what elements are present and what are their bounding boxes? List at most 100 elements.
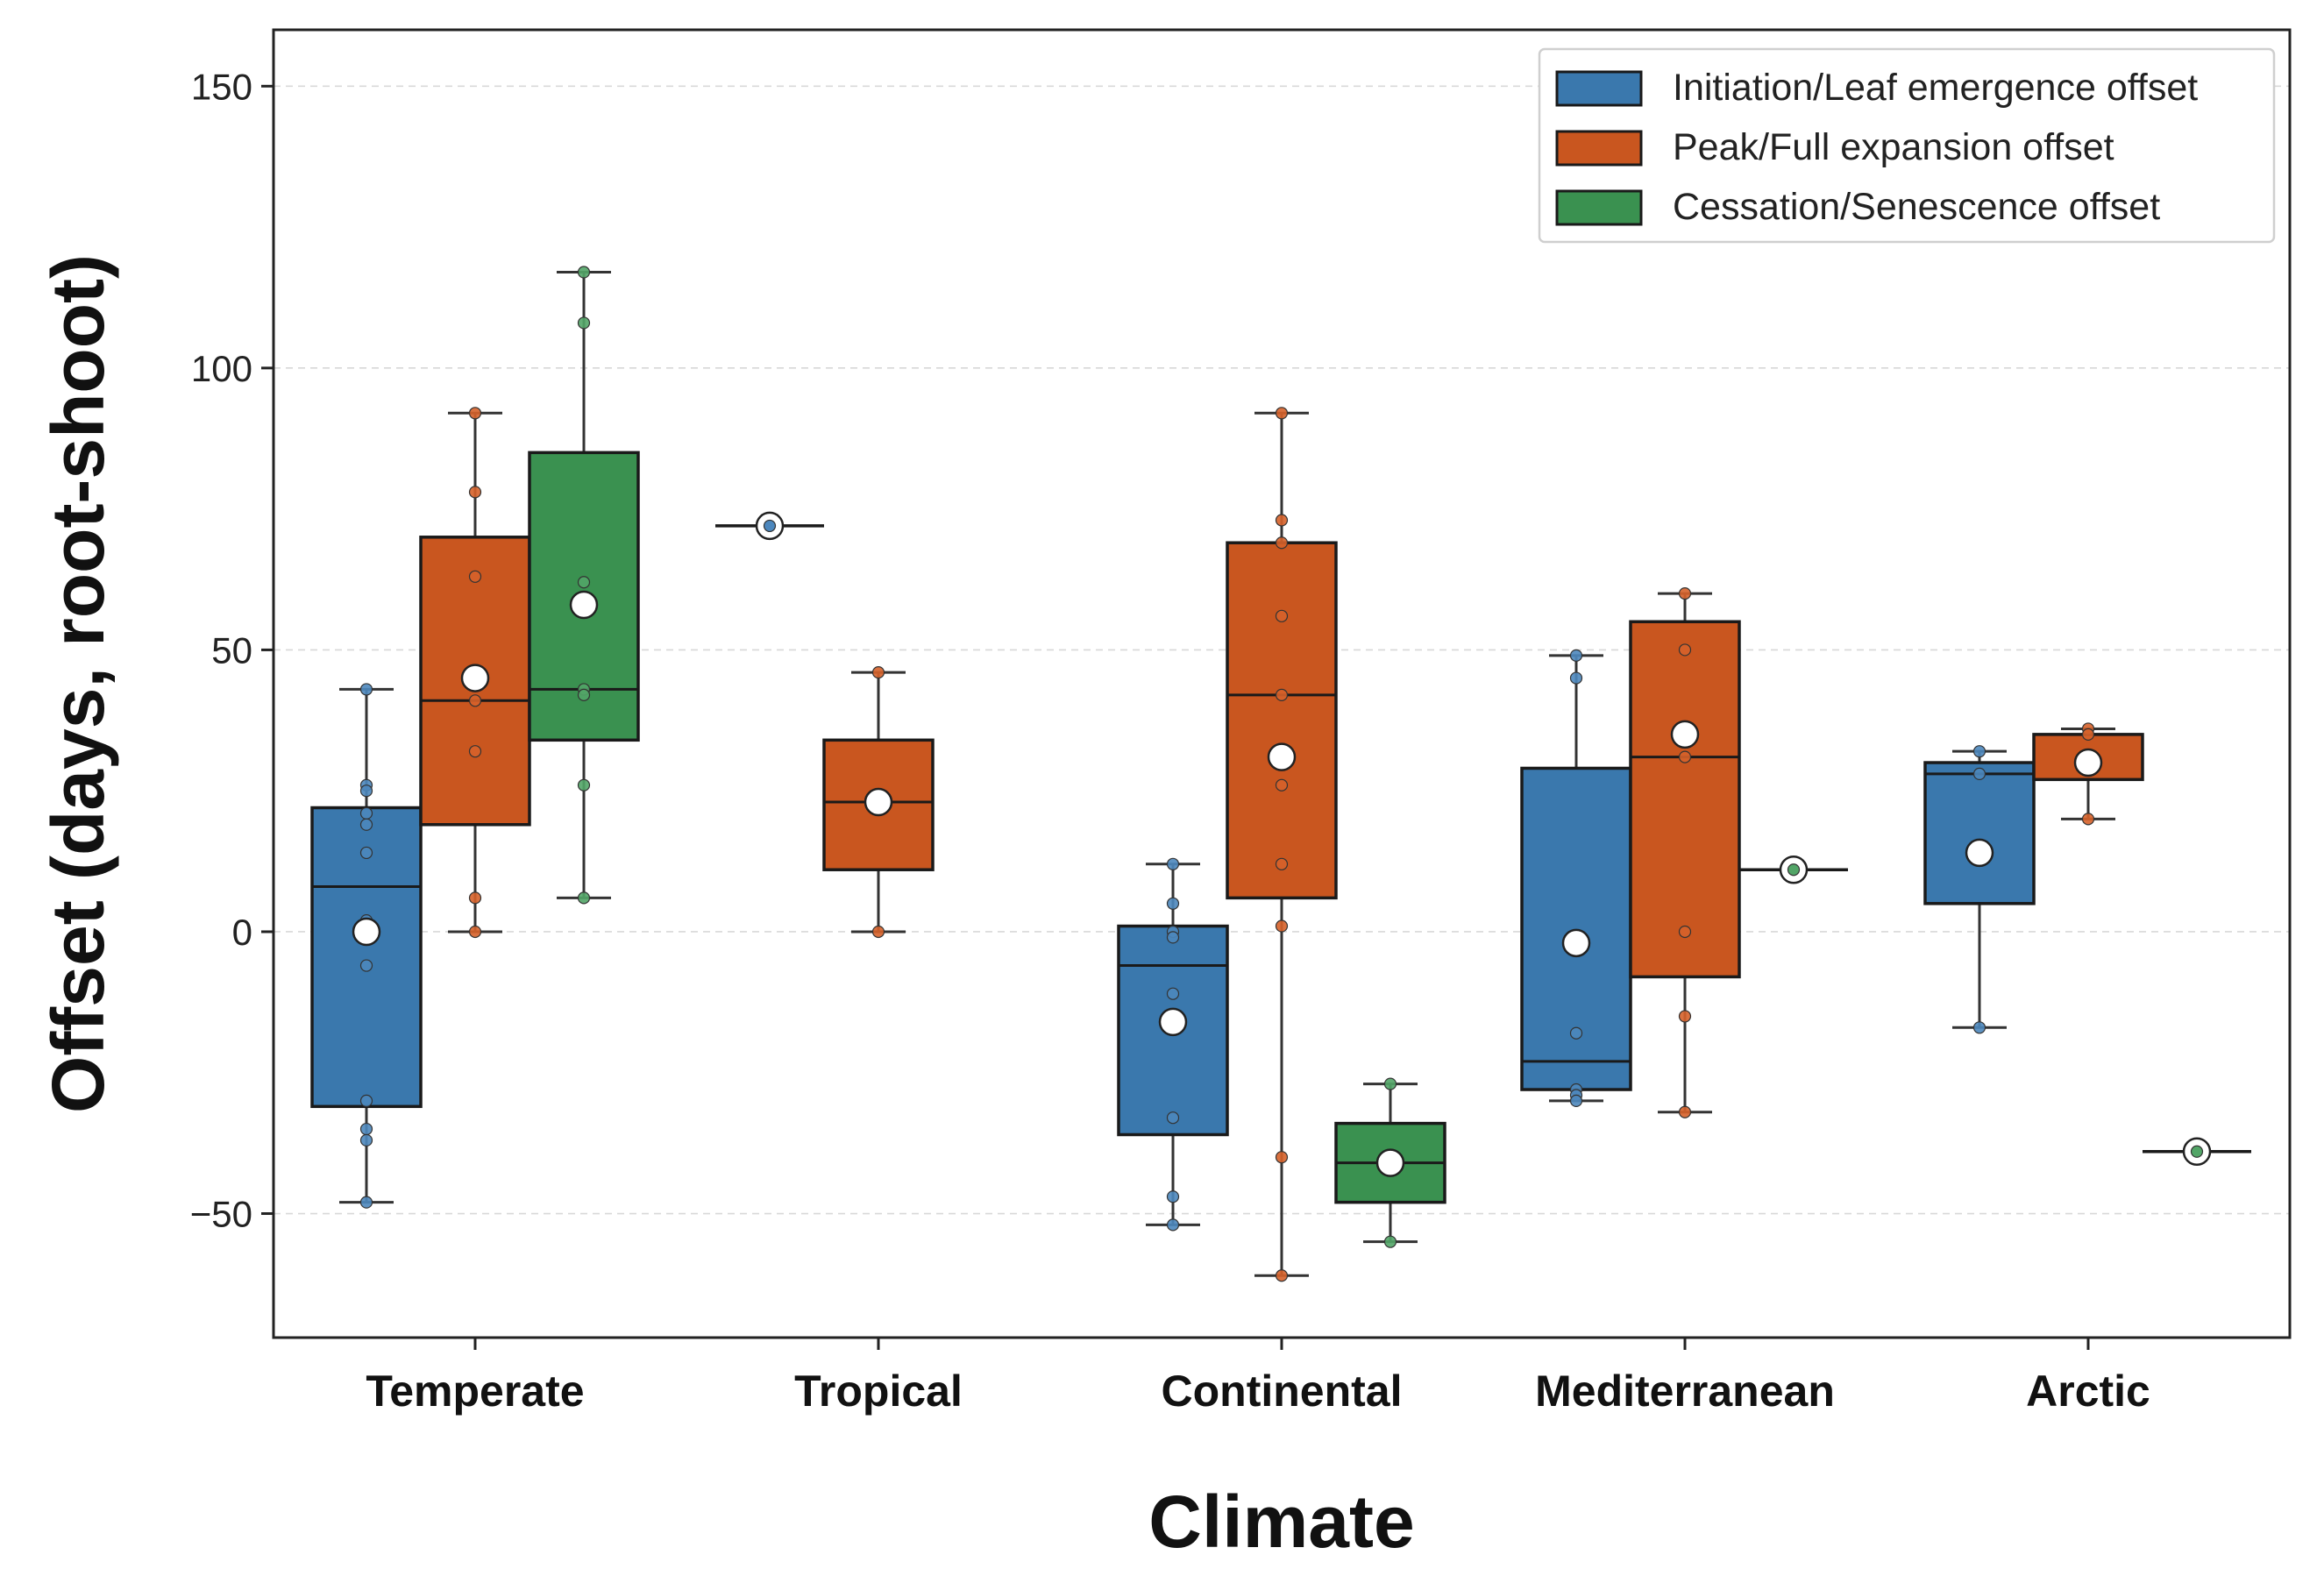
data-point — [577, 576, 591, 589]
mean-marker — [1670, 720, 1700, 749]
legend-label: Peak/Full expansion offset — [1673, 126, 2114, 168]
data-point — [1166, 897, 1180, 910]
data-point — [1275, 536, 1289, 550]
data-point — [577, 778, 591, 792]
data-point — [1166, 857, 1180, 870]
data-point — [871, 925, 885, 939]
y-axis-title: Offset (days, root-shoot) — [37, 254, 119, 1113]
data-point — [1275, 1151, 1289, 1164]
mean-marker — [460, 664, 490, 692]
data-point — [1678, 1010, 1692, 1023]
data-point — [1275, 857, 1289, 870]
data-point — [468, 925, 482, 939]
data-point — [359, 1122, 373, 1136]
data-point — [1275, 688, 1289, 701]
data-point — [468, 407, 482, 420]
data-point — [1275, 1269, 1289, 1282]
data-point — [468, 694, 482, 707]
x-tick-label: Tropical — [794, 1367, 963, 1416]
data-point — [468, 570, 482, 583]
data-point — [359, 959, 373, 972]
data-point — [1275, 778, 1289, 792]
data-point — [1569, 1094, 1583, 1107]
box — [1226, 541, 1338, 900]
data-point — [1166, 1218, 1180, 1232]
data-point — [2081, 728, 2095, 741]
x-tick-label: Temperate — [366, 1367, 584, 1416]
x-axis: Temperate Tropical Continental Mediterranea… — [366, 1338, 2150, 1416]
legend-swatch — [1555, 70, 1643, 107]
data-point — [763, 519, 777, 533]
mean-marker — [864, 787, 893, 817]
legend-label: Initiation/Leaf emergence offset — [1673, 67, 2198, 109]
mean-marker — [1267, 742, 1297, 771]
data-point — [359, 1094, 373, 1107]
data-point — [577, 688, 591, 701]
mean-marker — [1375, 1148, 1405, 1177]
data-point — [468, 486, 482, 499]
data-point — [1275, 514, 1289, 527]
data-point — [1383, 1235, 1397, 1248]
data-point — [359, 846, 373, 860]
box — [1923, 761, 2036, 905]
data-point — [577, 266, 591, 279]
mean-marker — [2073, 748, 2103, 777]
data-point — [1166, 931, 1180, 944]
data-point — [1678, 643, 1692, 657]
legend-swatch — [1555, 130, 1643, 167]
data-point — [1678, 1105, 1692, 1118]
mean-marker — [1158, 1007, 1188, 1037]
legend-swatch — [1555, 189, 1643, 226]
data-point — [359, 818, 373, 831]
data-point — [359, 1133, 373, 1147]
legend-box — [1538, 47, 2276, 244]
x-tick-label: Arctic — [2026, 1367, 2150, 1416]
data-point — [359, 784, 373, 798]
y-tick-label: 150 — [191, 66, 252, 107]
data-point — [577, 316, 591, 330]
y-tick-label: 100 — [191, 348, 252, 389]
data-point — [468, 891, 482, 905]
legend-label: Cessation/Senescence offset — [1673, 186, 2160, 228]
boxplot-marks — [310, 266, 2251, 1282]
data-point — [577, 891, 591, 905]
data-point — [1275, 919, 1289, 933]
data-point — [359, 1196, 373, 1209]
y-tick-label: 0 — [232, 912, 252, 953]
data-point — [2190, 1145, 2204, 1158]
data-point — [1972, 1021, 1986, 1034]
data-point — [1678, 587, 1692, 600]
data-point — [871, 666, 885, 679]
mean-marker — [352, 917, 381, 947]
x-axis-title: Climate — [1148, 1480, 1414, 1563]
data-point — [359, 683, 373, 696]
data-point — [1166, 987, 1180, 1000]
data-point — [468, 745, 482, 758]
data-point — [1569, 649, 1583, 662]
y-axis: −50 0 50 100 150 — [190, 66, 274, 1235]
data-point — [1678, 750, 1692, 763]
x-tick-label: Mediterranean — [1535, 1367, 1835, 1416]
data-point — [1569, 1026, 1583, 1040]
data-point — [1275, 407, 1289, 420]
legend: Initiation/Leaf emergence offset Peak/Ful… — [1538, 47, 2276, 244]
data-point — [1275, 609, 1289, 622]
mean-marker — [1965, 838, 1994, 868]
data-point — [1787, 863, 1801, 877]
mean-marker — [569, 590, 599, 620]
data-point — [1972, 745, 1986, 758]
data-point — [1166, 1111, 1180, 1125]
y-tick-label: −50 — [190, 1194, 252, 1235]
data-point — [2081, 813, 2095, 826]
data-point — [1166, 1190, 1180, 1203]
data-point — [1569, 671, 1583, 685]
data-point — [1678, 925, 1692, 939]
data-point — [1972, 767, 1986, 780]
data-point — [1383, 1077, 1397, 1090]
x-tick-label: Continental — [1162, 1367, 1403, 1416]
y-tick-label: 50 — [211, 629, 252, 671]
data-point — [359, 806, 373, 820]
box — [1629, 620, 1741, 979]
mean-marker — [1561, 928, 1591, 958]
